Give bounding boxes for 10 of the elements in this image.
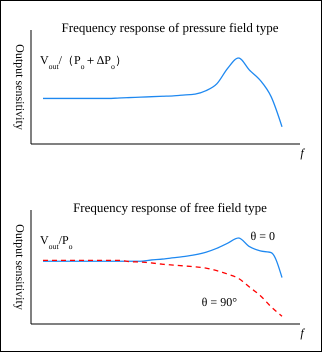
chart-title: Frequency response of pressure field type [62,20,279,35]
annotation: V$_{out}$/P$_{o}$ [40,233,73,250]
chart-title: Frequency response of free field type [73,200,268,215]
y-axis-title: Output sensitivity [13,224,27,310]
series-label: θ = 90° [202,295,238,310]
x-axis-title: f [300,326,306,340]
x-axis-title: f [300,146,306,160]
series-label: θ = 0 [250,229,276,243]
annotation: V$_{out}$/（P$_{o}$＋ΔP$_{o}$） [40,53,127,70]
y-axis-title: Output sensitivity [13,44,27,130]
